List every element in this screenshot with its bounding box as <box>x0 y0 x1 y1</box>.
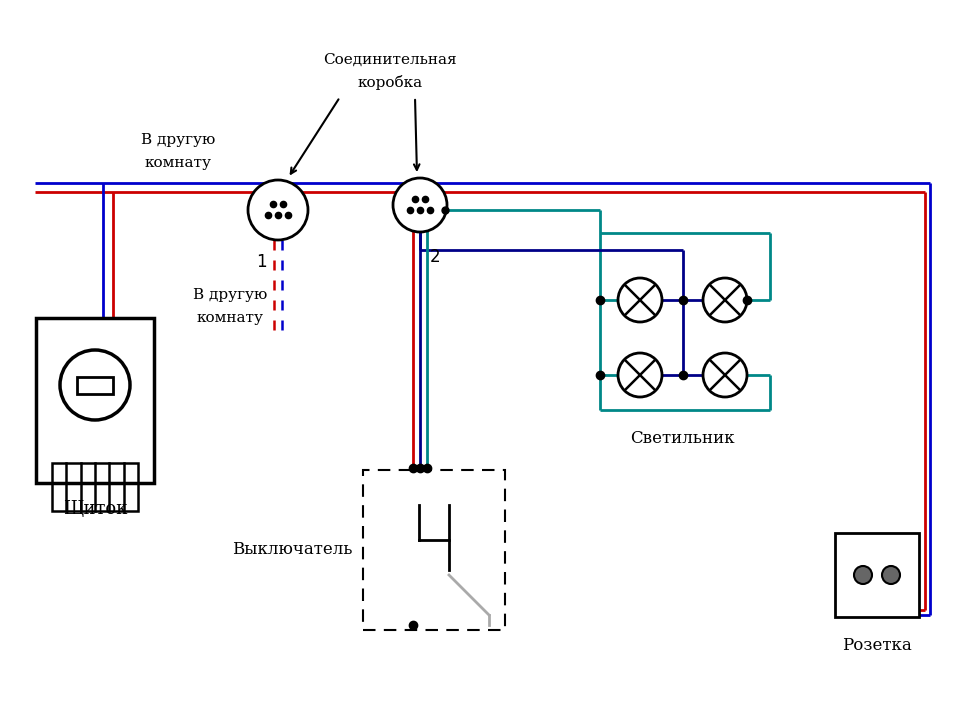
Circle shape <box>393 178 447 232</box>
Text: Выключатель: Выключатель <box>232 541 353 559</box>
Bar <box>36 318 154 482</box>
Text: В другую: В другую <box>141 133 215 147</box>
Text: В другую: В другую <box>193 288 267 302</box>
Text: комнату: комнату <box>197 311 263 325</box>
Circle shape <box>248 180 308 240</box>
Text: Соединительная: Соединительная <box>324 53 457 67</box>
Text: комнату: комнату <box>145 156 211 170</box>
Bar <box>52 462 138 510</box>
Circle shape <box>854 566 872 584</box>
Circle shape <box>882 566 900 584</box>
Text: Светильник: Светильник <box>630 430 734 447</box>
Text: Розетка: Розетка <box>842 637 912 654</box>
Circle shape <box>703 353 747 397</box>
Circle shape <box>618 353 662 397</box>
Circle shape <box>703 278 747 322</box>
Text: коробка: коробка <box>357 76 422 91</box>
Text: 1: 1 <box>255 253 266 271</box>
Bar <box>835 533 919 617</box>
Text: Щиток: Щиток <box>62 500 127 518</box>
Bar <box>363 470 505 630</box>
Bar <box>77 377 113 394</box>
Circle shape <box>60 350 130 420</box>
Text: 2: 2 <box>430 248 441 266</box>
Circle shape <box>618 278 662 322</box>
